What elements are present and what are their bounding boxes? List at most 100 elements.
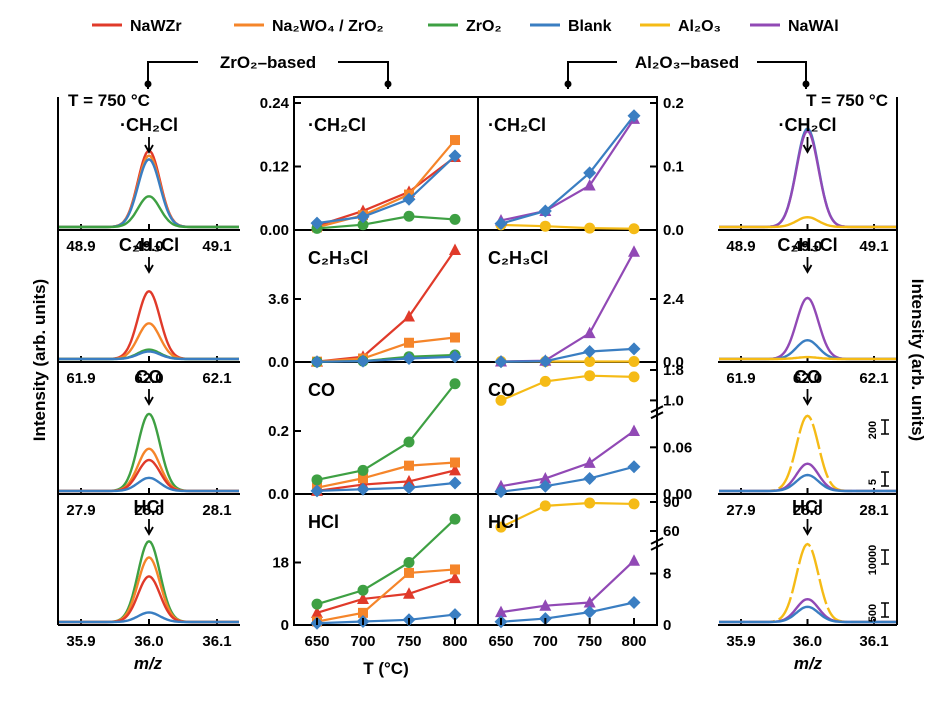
point-0-3-1-1 — [358, 607, 368, 618]
legend-label-5: NaWAl — [788, 18, 839, 35]
xtick-label-al-0: 650 — [488, 633, 513, 650]
scale-bar-label-3-2-0: 200 — [867, 421, 879, 439]
group-zro2-based-label: ZrO₂–based — [220, 53, 316, 72]
point-0-0-3-2 — [402, 192, 416, 206]
peak-3-3-2 — [719, 605, 896, 624]
peak-3-1-2 — [719, 355, 896, 361]
species-label-0-2: CO — [308, 380, 335, 400]
ytick-label-0-3-1: 18 — [272, 555, 289, 572]
point-0-3-0-3 — [449, 571, 461, 584]
species-label-1-1: C₂H₃Cl — [488, 248, 548, 268]
point-1-2-2-1 — [538, 479, 552, 493]
point-1-2-2-0 — [494, 485, 508, 499]
point-0-2-3-0 — [310, 484, 324, 498]
spec-arrow-2-2 — [144, 389, 154, 406]
ytick-label-1-2-3: 1.8 — [663, 362, 684, 379]
point-0-2-2-0 — [311, 474, 323, 486]
ytick-label-1-3-3: 90 — [663, 494, 680, 511]
point-0-2-2-2 — [403, 436, 415, 448]
point-0-1-0-2 — [403, 310, 415, 322]
axis-break-1-3 — [650, 536, 664, 551]
point-1-3-0-3 — [628, 498, 640, 510]
point-1-2-0-0 — [495, 394, 507, 406]
scale-bar-3-2-0 — [881, 419, 889, 435]
spec-species-2-1: C₂H₃Cl — [119, 235, 179, 255]
point-1-1-1-2 — [583, 326, 596, 339]
ytick-label-0-1-0: 0.0 — [268, 354, 289, 371]
point-0-0-3-1 — [356, 210, 370, 224]
spec-species-2-2: CO — [136, 367, 163, 387]
point-0-2-0-2 — [403, 474, 415, 487]
point-1-2-1-2 — [583, 456, 596, 468]
spec-tick-label-3-2-1: 28.0 — [793, 502, 822, 519]
ytick-label-0-1-1: 3.6 — [268, 291, 289, 308]
legend-label-0: NaWZr — [130, 18, 182, 35]
spec-tick-label-3-0-2: 49.1 — [859, 238, 888, 255]
spec-tick-label-2-2-0: 27.9 — [66, 502, 95, 519]
xtick-label-al-2: 750 — [577, 633, 602, 650]
point-1-2-0-3 — [628, 371, 640, 383]
spec-tick-label-2-0-2: 49.1 — [202, 238, 231, 255]
spec-tick-label-3-1-1: 62.0 — [793, 370, 822, 387]
ytick-label-1-3-1: 8 — [663, 566, 671, 583]
point-0-2-3-1 — [356, 482, 370, 496]
point-0-0-1-3 — [450, 135, 460, 146]
point-1-2-1-1 — [539, 471, 552, 484]
axis-break-1-2 — [650, 405, 664, 420]
ytick-label-0-3-0: 0 — [281, 617, 289, 634]
point-1-1-2-2 — [583, 345, 597, 358]
point-0-2-3-3 — [448, 476, 462, 490]
species-label-0-3: HCl — [308, 512, 339, 532]
point-0-0-2-2 — [403, 210, 415, 222]
point-0-3-2-0 — [311, 598, 323, 610]
scale-bar-label-3-2-1: 5 — [867, 479, 879, 485]
peak-3-2-2 — [719, 473, 896, 493]
series-0-1-3 — [310, 350, 462, 369]
spec-tick-label-3-3-1: 36.0 — [793, 633, 822, 650]
point-1-3-0-0 — [495, 521, 507, 533]
peak-2-3-2 — [59, 575, 239, 624]
mz-axis-label-right: m/z — [794, 654, 823, 673]
point-1-2-2-3 — [627, 460, 641, 474]
group-al2o3-based-label: Al₂O₃–based — [635, 53, 739, 72]
point-0-2-3-2 — [402, 481, 416, 495]
spec-arrow-3-0 — [802, 137, 813, 154]
spec-arrow-2-0 — [144, 137, 154, 154]
point-1-0-2-2 — [583, 166, 597, 180]
point-0-3-0-1 — [357, 592, 369, 604]
spec-tick-label-3-3-0: 35.9 — [726, 633, 755, 650]
point-1-0-0-3 — [628, 223, 640, 235]
series-0-3-2 — [311, 513, 461, 610]
series-1-2-2 — [494, 460, 641, 499]
spec-tick-label-3-0-0: 48.9 — [726, 238, 755, 255]
spec-tick-label-2-3-1: 36.0 — [134, 633, 163, 650]
point-0-0-3-3 — [448, 149, 462, 163]
spec-tick-label-2-1-2: 62.1 — [202, 370, 231, 387]
point-0-2-2-3 — [449, 378, 461, 390]
point-1-3-0-2 — [584, 497, 596, 509]
peak-3-2-1 — [719, 462, 896, 493]
series-0-0-3 — [310, 149, 462, 230]
ytick-label-0-0-2: 0.24 — [260, 95, 290, 112]
point-1-1-2-0 — [494, 355, 508, 369]
peak-2-2-0 — [59, 412, 239, 493]
xtick-label-al-3: 800 — [621, 633, 646, 650]
point-0-2-0-3 — [449, 463, 461, 476]
mz-axis-label-left: m/z — [134, 654, 163, 673]
point-1-1-0-3 — [628, 355, 640, 367]
peak-2-1-3 — [59, 350, 239, 361]
series-1-3-2 — [494, 595, 641, 629]
scale-bar-label-3-3-1: 500 — [867, 604, 879, 622]
temp-x-axis-label: T (°C) — [363, 659, 409, 678]
xtick-label-zr-1: 700 — [350, 633, 375, 650]
peak-2-2-2 — [59, 458, 239, 493]
spec-tick-label-2-2-2: 28.1 — [202, 502, 231, 519]
point-0-3-2-1 — [357, 584, 369, 596]
series-1-3-0 — [495, 497, 640, 533]
spec-arrow-3-1 — [802, 257, 813, 274]
series-1-3-1 — [495, 554, 640, 618]
ytick-label-1-3-2: 60 — [663, 523, 680, 540]
ytick-label-1-0-1: 0.1 — [663, 159, 684, 176]
spec-species-3-0: ·CH₂Cl — [779, 115, 837, 135]
point-1-2-0-2 — [584, 370, 596, 382]
